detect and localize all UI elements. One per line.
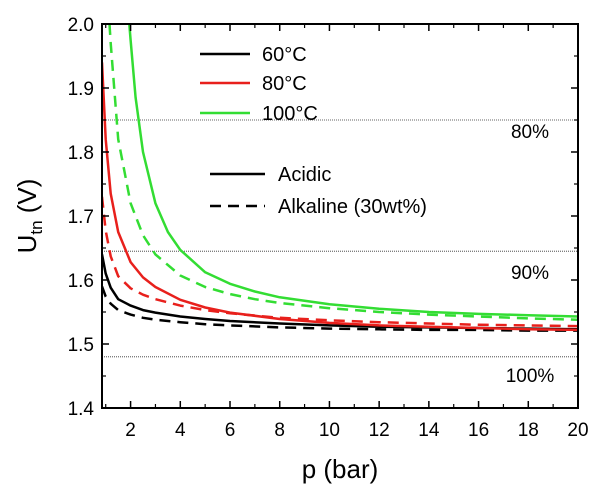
legend-label: 80°C	[262, 73, 307, 95]
x-tick-label: 16	[468, 420, 489, 441]
x-tick-label: 2	[125, 420, 136, 441]
x-tick-label: 4	[175, 420, 186, 441]
y-axis-title-sub: tn	[27, 220, 46, 234]
x-axis-title: p (bar)	[302, 454, 379, 484]
series-line	[102, 285, 578, 332]
legend-label: Alkaline (30wt%)	[278, 196, 427, 218]
x-tick-label: 18	[518, 420, 539, 441]
y-tick-label: 1.7	[68, 207, 94, 228]
y-tick-label: 1.6	[68, 271, 94, 292]
series-line	[102, 196, 578, 328]
x-tick-label: 8	[274, 420, 285, 441]
legend-label: 60°C	[262, 44, 307, 66]
series-line	[108, 24, 578, 321]
y-tick-label: 1.9	[68, 79, 94, 100]
y-axis-title-unit: (V)	[12, 179, 42, 221]
legend: 60°C 80°C 100°C Acidic Alkaline (30wt%)	[200, 44, 427, 218]
legend-label: Acidic	[278, 164, 331, 186]
x-tick-label: 12	[369, 420, 390, 441]
series-line	[102, 62, 578, 332]
axis-tick-labels: 2 4 6 8 10 12 14 16 18 20 1.4 1.5 1.6 1.7 1.8 1.9 2.0	[68, 15, 589, 441]
y-tick-label: 2.0	[68, 15, 94, 36]
efficiency-label: 80%	[511, 122, 549, 143]
efficiency-labels: 80% 90% 100%	[506, 122, 555, 387]
y-tick-label: 1.5	[68, 335, 94, 356]
y-axis-title-main: U	[12, 235, 42, 254]
y-tick-label: 1.8	[68, 143, 94, 164]
axis-ticks	[102, 23, 579, 409]
efficiency-label: 100%	[506, 366, 555, 387]
reference-lines	[102, 119, 578, 358]
series-line	[128, 24, 578, 318]
y-tick-label: 1.4	[68, 399, 95, 420]
legend-label: 100°C	[262, 103, 318, 125]
x-tick-label: 20	[567, 420, 588, 441]
x-tick-label: 10	[319, 420, 340, 441]
efficiency-label: 90%	[511, 263, 549, 284]
x-tick-label: 14	[418, 420, 440, 441]
y-axis-title: Utn (V)	[12, 179, 46, 254]
x-tick-label: 6	[225, 420, 236, 441]
series-lines	[102, 24, 578, 332]
